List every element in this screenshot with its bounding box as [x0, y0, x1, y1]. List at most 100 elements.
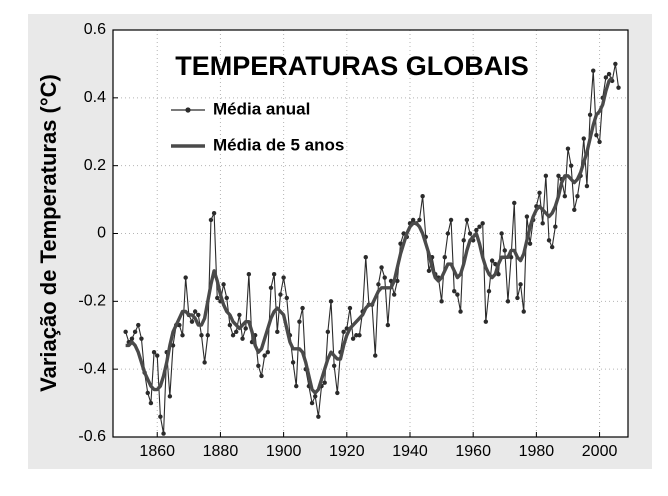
data-point — [230, 333, 236, 338]
data-point — [202, 360, 207, 365]
data-point — [467, 231, 473, 236]
data-point — [224, 295, 229, 301]
data-point — [540, 221, 545, 226]
x-tick-label: 1940 — [392, 443, 428, 460]
data-point — [161, 431, 166, 436]
data-point — [151, 350, 157, 355]
data-point — [221, 282, 226, 287]
data-point — [205, 333, 210, 338]
data-point — [208, 217, 214, 223]
data-point — [316, 414, 321, 419]
legend-label: Média anual — [213, 99, 310, 118]
data-point — [480, 221, 485, 226]
legend-marker — [185, 107, 191, 113]
data-point — [199, 333, 204, 338]
legend-label: Média de 5 anos — [213, 135, 344, 154]
data-point — [616, 85, 621, 90]
data-point — [227, 322, 233, 328]
data-point — [458, 309, 463, 314]
data-point — [265, 350, 271, 355]
marks — [123, 61, 621, 436]
y-tick-label: -0.4 — [78, 360, 106, 377]
data-point — [426, 268, 432, 274]
data-point — [192, 309, 198, 314]
data-point — [373, 353, 378, 358]
data-point — [515, 295, 520, 301]
data-point — [591, 68, 596, 73]
data-point — [524, 214, 530, 219]
data-point — [234, 329, 239, 335]
data-point — [148, 400, 154, 406]
data-point — [281, 275, 286, 280]
data-point — [325, 329, 331, 335]
data-point — [448, 217, 454, 223]
data-point — [297, 319, 302, 324]
data-point — [183, 275, 188, 280]
data-point — [158, 414, 163, 419]
data-point — [521, 309, 526, 314]
data-point — [417, 217, 422, 223]
data-point — [180, 333, 185, 338]
data-point — [606, 71, 612, 77]
data-point — [347, 305, 353, 311]
data-point — [603, 75, 609, 80]
data-point — [331, 363, 337, 368]
data-point — [350, 336, 356, 341]
data-point — [518, 282, 523, 287]
data-point — [549, 244, 555, 250]
data-point — [170, 343, 176, 348]
data-point — [145, 390, 150, 396]
data-point — [136, 322, 141, 328]
x-tick-label: 1960 — [455, 443, 491, 460]
data-point — [294, 383, 299, 389]
data-point — [505, 299, 511, 304]
data-point — [268, 285, 274, 290]
data-point — [477, 224, 482, 229]
data-point — [395, 278, 400, 284]
data-point — [275, 329, 280, 335]
data-point — [278, 292, 283, 297]
data-point — [129, 336, 135, 341]
x-tick-label: 2000 — [582, 443, 618, 460]
data-point — [562, 193, 568, 199]
data-point — [483, 319, 489, 324]
data-point — [196, 312, 201, 318]
labels: -0.6 -0.4 -0.2 0 0.2 0.4 0.6 1860 1880 1900 1920 19… — [78, 21, 617, 460]
x-tick-label: 1880 — [203, 443, 239, 460]
data-point — [499, 231, 504, 236]
data-point — [597, 139, 602, 145]
data-point — [455, 292, 460, 297]
data-point — [300, 305, 305, 311]
data-point — [376, 282, 381, 287]
data-point — [155, 353, 160, 358]
legend: Média anual Média de 5 anos — [171, 99, 344, 154]
y-tick-label: 0 — [97, 225, 106, 242]
y-tick-label: 0.2 — [84, 157, 106, 174]
data-point — [568, 163, 574, 168]
data-point — [290, 360, 296, 365]
data-point — [309, 400, 315, 406]
data-point — [452, 288, 457, 294]
data-point — [243, 326, 248, 331]
data-point — [328, 299, 334, 304]
data-point — [335, 390, 340, 396]
data-point — [167, 394, 173, 399]
data-point — [240, 336, 245, 341]
x-tick-label: 1920 — [329, 443, 365, 460]
data-point — [474, 227, 479, 233]
x-tick-label: 1900 — [266, 443, 302, 460]
data-point — [489, 258, 495, 263]
data-point — [139, 336, 144, 341]
data-point — [284, 295, 289, 301]
data-point — [572, 207, 577, 212]
data-point — [313, 394, 318, 399]
data-point — [382, 275, 387, 280]
data-point — [587, 112, 593, 117]
y-tick-label: 0.4 — [84, 89, 106, 106]
data-point — [575, 193, 580, 199]
data-point — [123, 329, 128, 335]
data-point — [512, 200, 517, 206]
data-point — [385, 322, 391, 328]
data-point — [262, 353, 267, 358]
